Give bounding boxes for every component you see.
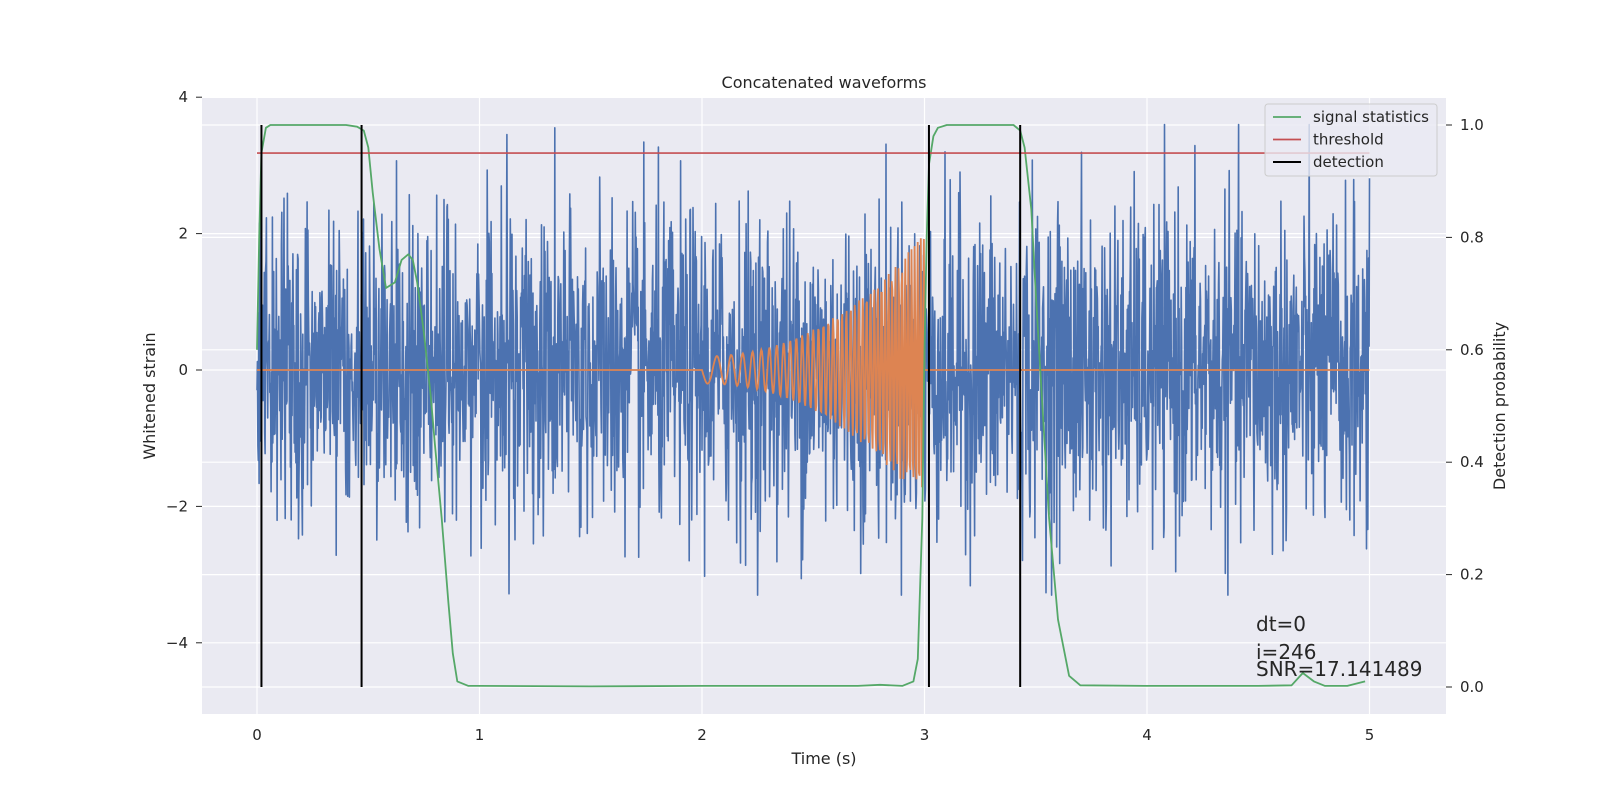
y-tick-label: 4 [178,88,188,106]
legend: signal statistics threshold detection [1264,103,1438,177]
legend-label-signal-statistics: signal statistics [1313,108,1429,126]
template-line [257,238,1370,488]
y-axis-title: Whitened strain [140,332,159,459]
x-tick-label: 0 [252,726,262,744]
y2-tick-label: 0.0 [1460,678,1484,696]
chart-title: Concatenated waveforms [722,73,927,92]
x-tick-label: 3 [920,726,930,744]
annotation-index: i=246 [1256,640,1317,664]
strain-series [256,123,1371,596]
annotation-dt: dt=0 [1256,612,1306,636]
legend-box [1264,103,1438,177]
annotation-snr: SNR=17.141489 [1256,657,1422,681]
y2-tick-label: 0.8 [1460,228,1484,246]
y-tick-label: −4 [166,634,188,652]
y2-tick-label: 0.4 [1460,453,1484,471]
y2-tick-label: 0.6 [1460,341,1484,359]
y-tick-label: 2 [178,225,188,243]
axes: 0 1 2 3 4 5 −4 −2 0 2 4 0.0 0.2 0.4 0.6 0.8 1.0 [166,88,1484,744]
x-tick-label: 2 [697,726,707,744]
x-tick-label: 1 [475,726,485,744]
probability-series [256,124,1370,688]
y2-tick-label: 1.0 [1460,116,1484,134]
y-tick-label: −2 [166,497,188,515]
y-tick-label: 0 [178,361,188,379]
y2-tick-label: 0.2 [1460,566,1484,584]
x-axis-title: Time (s) [790,749,856,768]
signal-statistics-line [256,124,1366,688]
strain-line [256,123,1371,596]
template-series [257,238,1370,488]
legend-label-threshold: threshold [1313,131,1384,149]
legend-label-detection: detection [1313,153,1384,171]
y2-axis-title: Detection probability [1490,322,1509,490]
x-tick-label: 5 [1365,726,1375,744]
x-tick-label: 4 [1142,726,1152,744]
